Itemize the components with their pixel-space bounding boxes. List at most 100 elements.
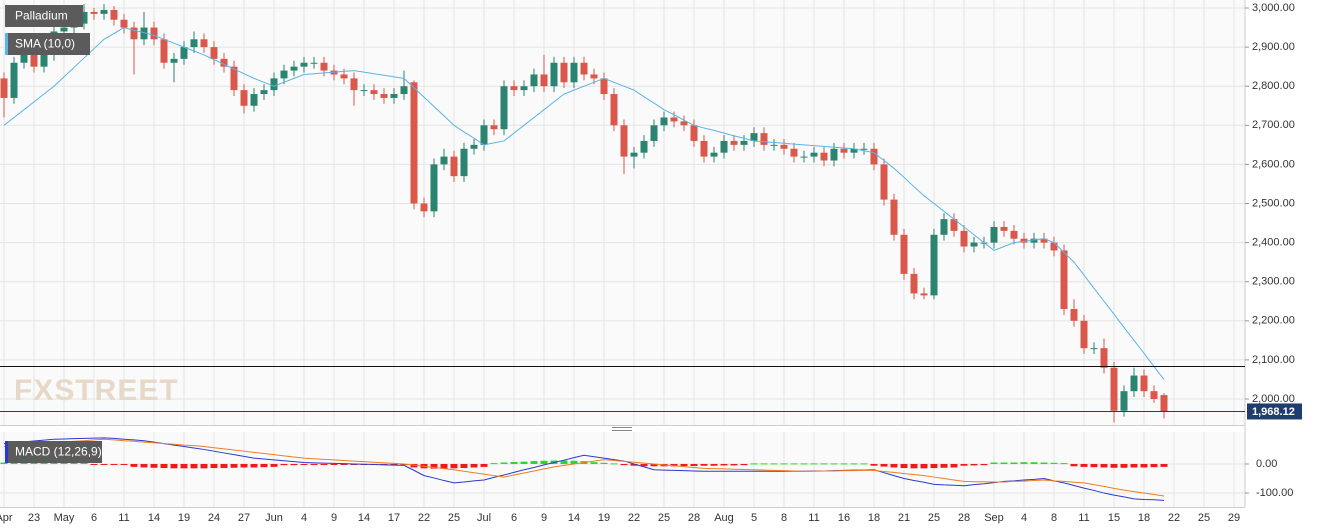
candle-body [580,62,588,75]
macd-bar [680,463,688,467]
x-tick-label: 19 [178,512,190,524]
x-tick-label: Aug [714,512,734,524]
x-tick-label: 6 [91,512,97,524]
candle-body [380,94,388,98]
legend-sma: SMA (10,0) [15,37,75,51]
x-tick-label: 11 [1078,512,1089,524]
macd-bar [620,463,628,466]
macd-bar [870,463,878,466]
candle-body [470,144,478,149]
macd-bar [970,463,978,466]
macd-bar [1070,463,1078,467]
macd-bar [210,463,218,469]
candle-body [570,62,578,83]
candle-body [430,164,438,212]
x-tick-label: 18 [1138,512,1150,524]
macd-bar [490,463,498,465]
macd-bar [720,463,728,466]
candle-body [1040,238,1048,243]
macd-bar [900,463,908,469]
macd-bar [1160,463,1168,467]
macd-bar [810,463,818,465]
macd-bar [40,462,48,464]
macd-bar [400,463,408,466]
macd-bar [480,463,488,467]
x-tick-label: Jun [265,512,283,524]
candle-body [130,27,138,40]
x-tick-label: 14 [358,512,370,524]
macd-bar [850,463,858,465]
macd-bar [1140,463,1148,468]
x-tick-label: 8 [781,512,787,524]
macd-bar [1130,463,1138,468]
candle-body [290,66,298,71]
candle-body [960,230,968,247]
candle-body [760,133,768,145]
candle-body [0,78,8,98]
macd-bar [1080,463,1088,467]
x-tick-label: 9 [331,512,337,524]
candle-body [720,140,728,153]
y-tick-label: 2,900.00 [1252,41,1295,53]
x-tick-label: 14 [148,512,160,524]
candle-body [650,125,658,141]
candle-body [10,62,18,98]
candle-body [460,148,468,177]
macd-bar [280,463,288,466]
macd-bar [990,462,998,464]
candle-body [510,86,518,91]
candle-body [1130,375,1138,392]
macd-bar [600,462,608,464]
candle-body [320,62,328,71]
y-tick-label: -100.00 [1256,487,1293,499]
legend-title: Palladium [15,9,68,23]
macd-bar [20,462,28,464]
candle-body [240,90,248,106]
candle-body [60,27,68,32]
candle-body [170,58,178,63]
x-tick-label: 6 [511,512,517,524]
x-tick-label: Apr [0,512,13,524]
macd-bar [650,463,658,467]
candle-body [890,199,898,235]
macd-bar [530,461,538,464]
x-tick-label: 14 [568,512,580,524]
candle-body [190,39,198,48]
candle-body [1010,230,1018,239]
y-tick-label: 0.00 [1256,458,1277,470]
candle-body [810,152,818,157]
candle-body [1090,348,1098,350]
last-price-box [1247,403,1302,420]
candle-body [660,117,668,126]
candle-body [540,74,548,87]
candle-body [1160,395,1168,412]
candle-body [120,19,128,28]
macd-bar [300,463,308,465]
candle-body [450,156,458,177]
x-tick-label: Sep [984,512,1004,524]
macd-bar [1010,462,1018,464]
candle-body [340,74,348,79]
candle-body [590,74,598,79]
candle-body [530,74,538,87]
macd-bar [570,460,578,464]
y-tick-label: 2,200.00 [1252,315,1295,327]
y-tick-label: 2,400.00 [1252,237,1295,249]
candle-body [1020,238,1028,243]
macd-bar [790,463,798,465]
candle-body [870,148,878,165]
y-tick-label: 3,000.00 [1252,2,1295,14]
candle-body [1050,242,1058,251]
macd-bar [890,463,898,468]
x-tick-label: 18 [868,512,880,524]
macd-bar [190,463,198,469]
x-tick-label: 16 [838,512,850,524]
macd-bar [180,463,188,469]
candle-body [40,54,48,67]
candle-body [600,78,608,95]
macd-bar [960,463,968,466]
macd-bar [410,463,418,468]
macd-bar [80,462,88,464]
candle-body [500,86,508,130]
macd-bar [820,463,828,465]
